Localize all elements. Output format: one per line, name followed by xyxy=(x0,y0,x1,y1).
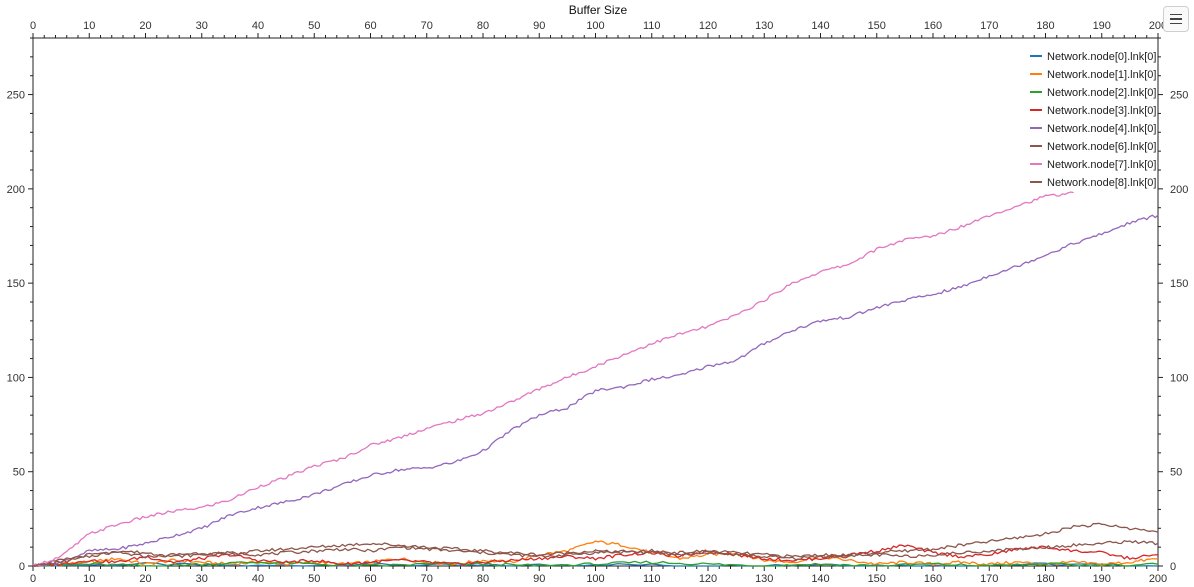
x-tick-label-top: 180 xyxy=(1036,20,1054,32)
x-tick-label: 40 xyxy=(252,573,264,585)
legend-label: Network.node[7].lnk[0] xyxy=(1047,159,1156,171)
x-tick-label: 160 xyxy=(924,573,942,585)
y-tick-label: 250 xyxy=(7,90,25,102)
legend-label: Network.node[8].lnk[0] xyxy=(1047,177,1156,189)
x-tick-label-top: 30 xyxy=(196,20,208,32)
x-tick-label-top: 90 xyxy=(533,20,545,32)
x-tick-label-top: 10 xyxy=(83,20,95,32)
legend: Network.node[0].lnk[0] Network.node[1].ln… xyxy=(1030,51,1156,189)
x-tick-label-top: 190 xyxy=(1093,20,1111,32)
x-tick-label: 20 xyxy=(139,573,151,585)
x-tick-label: 140 xyxy=(811,573,829,585)
x-tick-label: 200 xyxy=(1149,573,1167,585)
legend-label: Network.node[6].lnk[0] xyxy=(1047,141,1156,153)
axes: 0010102020303040405050606070708080909010… xyxy=(7,20,1189,585)
x-tick-label: 90 xyxy=(533,573,545,585)
y-tick-label: 150 xyxy=(7,278,25,290)
x-tick-label-top: 200 xyxy=(1149,20,1167,32)
x-tick-label: 70 xyxy=(421,573,433,585)
series-line-3 xyxy=(33,544,1159,567)
x-tick-label-top: 130 xyxy=(755,20,773,32)
x-tick-label-top: 120 xyxy=(699,20,717,32)
x-tick-label-top: 170 xyxy=(980,20,998,32)
x-tick-label: 170 xyxy=(980,573,998,585)
y-tick-label: 100 xyxy=(7,372,25,384)
x-tick-label: 150 xyxy=(868,573,886,585)
series-lines xyxy=(32,191,1159,567)
legend-label: Network.node[2].lnk[0] xyxy=(1047,87,1156,99)
legend-label: Network.node[3].lnk[0] xyxy=(1047,105,1156,117)
x-tick-label-top: 70 xyxy=(421,20,433,32)
legend-label: Network.node[1].lnk[0] xyxy=(1047,69,1156,81)
x-tick-label: 100 xyxy=(586,573,604,585)
list-icon xyxy=(1170,13,1182,25)
series-line-7 xyxy=(33,522,1159,567)
y-tick-label: 0 xyxy=(19,561,25,573)
series-line-6 xyxy=(32,191,1074,567)
x-tick-label: 80 xyxy=(477,573,489,585)
y-tick-label: 50 xyxy=(13,467,25,479)
x-tick-label: 110 xyxy=(643,573,661,585)
x-tick-label-top: 80 xyxy=(477,20,489,32)
x-tick-label: 60 xyxy=(364,573,376,585)
x-tick-label-top: 40 xyxy=(252,20,264,32)
y-tick-label-right: 200 xyxy=(1170,184,1188,196)
x-tick-label-top: 20 xyxy=(139,20,151,32)
x-tick-label: 10 xyxy=(83,573,95,585)
x-tick-label: 120 xyxy=(699,573,717,585)
x-tick-label-top: 0 xyxy=(30,20,36,32)
y-tick-label-right: 0 xyxy=(1170,561,1176,573)
legend-label: Network.node[4].lnk[0] xyxy=(1047,123,1156,135)
x-tick-label-top: 50 xyxy=(308,20,320,32)
x-tick-label-top: 160 xyxy=(924,20,942,32)
chart-title: Buffer Size xyxy=(569,3,628,17)
plot-frame xyxy=(32,37,1159,567)
x-tick-label-top: 140 xyxy=(811,20,829,32)
x-tick-label: 50 xyxy=(308,573,320,585)
y-tick-label: 200 xyxy=(7,184,25,196)
y-tick-label-right: 100 xyxy=(1170,372,1188,384)
x-tick-label: 30 xyxy=(196,573,208,585)
y-tick-label-right: 50 xyxy=(1170,467,1182,479)
x-tick-label: 0 xyxy=(30,573,36,585)
series-line-4 xyxy=(32,214,1159,567)
legend-toggle-button[interactable] xyxy=(1163,6,1189,32)
x-tick-label: 190 xyxy=(1093,573,1111,585)
x-tick-label-top: 60 xyxy=(364,20,376,32)
x-tick-label-top: 100 xyxy=(586,20,604,32)
x-tick-label: 180 xyxy=(1036,573,1054,585)
series-line-1 xyxy=(32,540,1159,567)
legend-label: Network.node[0].lnk[0] xyxy=(1047,51,1156,63)
x-tick-label-top: 110 xyxy=(643,20,661,32)
series-line-2 xyxy=(33,560,1159,567)
x-tick-label: 130 xyxy=(755,573,773,585)
y-tick-label-right: 150 xyxy=(1170,278,1188,290)
x-tick-label-top: 150 xyxy=(868,20,886,32)
y-tick-label-right: 250 xyxy=(1170,90,1188,102)
